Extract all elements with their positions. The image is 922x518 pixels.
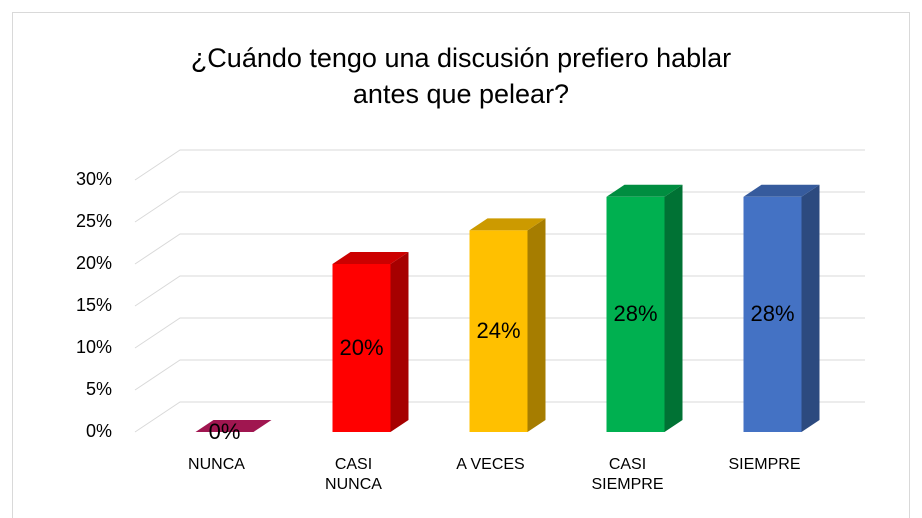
data-label: 0% <box>208 419 241 444</box>
y-tick-label: 5% <box>86 379 112 399</box>
x-tick-label: NUNCA <box>188 456 245 473</box>
bar-side <box>527 218 546 432</box>
bar <box>743 196 802 432</box>
bar-side <box>801 184 820 432</box>
bar-top <box>469 218 546 231</box>
grid-line <box>134 149 865 181</box>
bar <box>606 196 665 432</box>
data-label: 20% <box>339 335 384 360</box>
y-tick-label: 25% <box>76 211 112 231</box>
data-label: 24% <box>476 318 521 344</box>
data-label: 28% <box>613 301 658 327</box>
bar-top <box>743 184 820 197</box>
bar-side <box>390 252 409 432</box>
bar-top <box>332 252 409 264</box>
y-tick-label: 30% <box>76 169 112 189</box>
bar-side <box>664 184 683 432</box>
chart-title: ¿Cuándo tengo una discusión prefiero hab… <box>190 43 732 109</box>
y-tick-label: 15% <box>76 295 112 315</box>
x-tick-label: CASI NUNCA <box>325 456 382 493</box>
bar-top <box>195 420 272 432</box>
x-tick-label: SIEMPRE <box>728 456 801 473</box>
bar <box>332 264 391 432</box>
data-label: 28% <box>750 301 795 327</box>
x-tick-label: A VECES <box>456 456 525 473</box>
y-tick-label: 0% <box>86 421 112 441</box>
bar <box>469 230 528 432</box>
y-tick-label: 20% <box>76 253 112 273</box>
bar-top <box>606 184 683 197</box>
x-tick-label: CASI SIEMPRE <box>591 456 664 493</box>
y-tick-label: 10% <box>76 337 112 357</box>
